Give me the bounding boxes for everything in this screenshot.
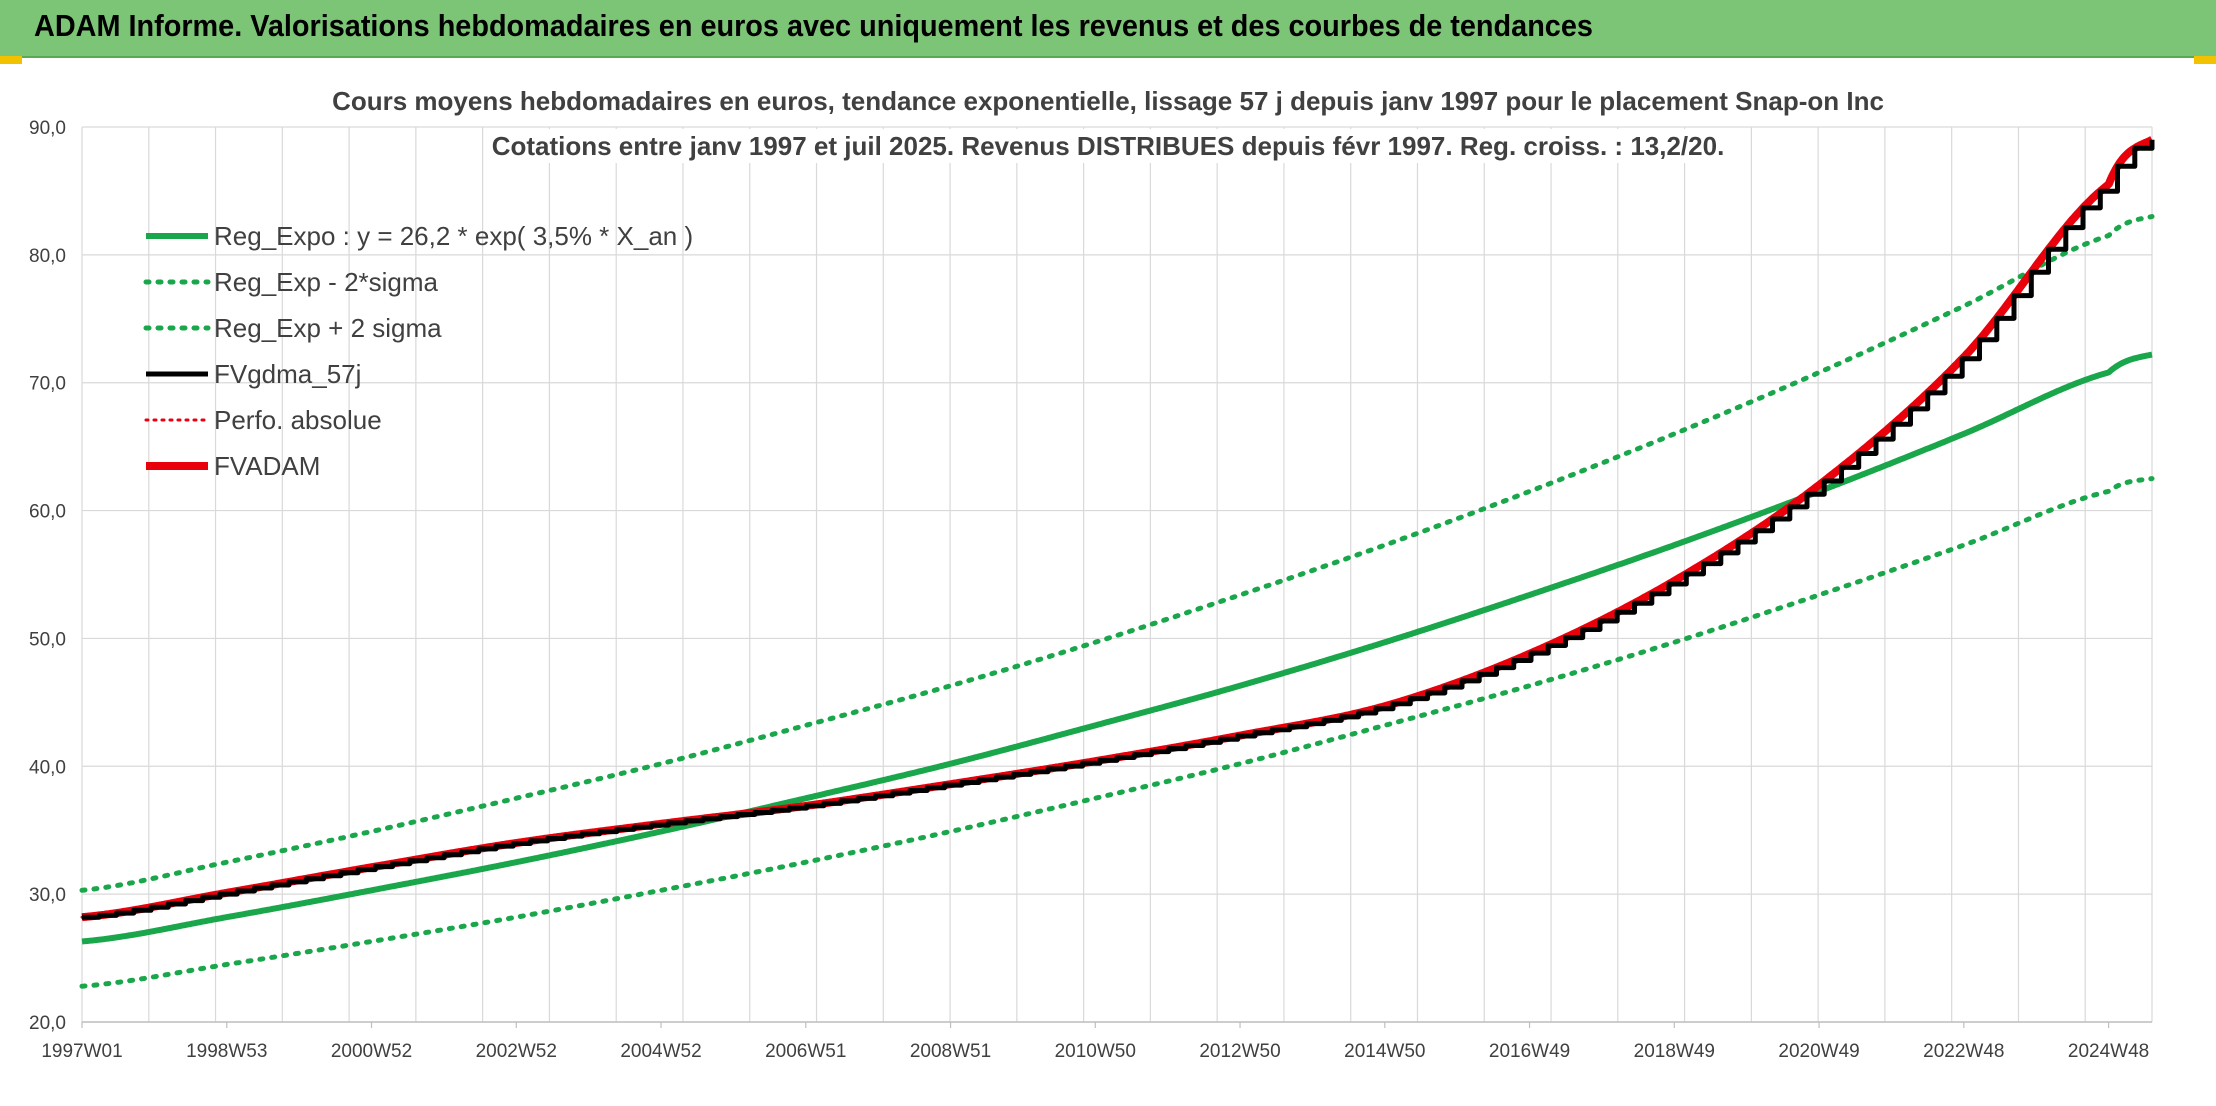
page-title: ADAM Informe. Valorisations hebdomadaire… — [34, 8, 1593, 43]
series-line-5 — [79, 136, 2155, 922]
legend: Reg_Expo : y = 26,2 * exp( 3,5% * X_an )… — [143, 221, 693, 481]
x-tick-label: 2000W52 — [331, 1041, 412, 1062]
x-tick-label: 2012W50 — [1199, 1041, 1280, 1062]
y-tick-label: 60,0 — [29, 502, 66, 523]
y-tick-label: 20,0 — [29, 1013, 66, 1034]
series-layer — [79, 136, 2155, 989]
x-tick-label: 2024W48 — [2068, 1041, 2149, 1062]
legend-entry: Reg_Expo : y = 26,2 * exp( 3,5% * X_an ) — [214, 221, 693, 251]
series-line-1 — [79, 476, 2155, 989]
x-tick-label: 2016W49 — [1489, 1041, 1570, 1062]
x-tick-label: 2014W50 — [1344, 1041, 1425, 1062]
legend-entry: Reg_Exp + 2 sigma — [214, 313, 442, 343]
x-tick-label: 2020W49 — [1778, 1041, 1859, 1062]
legend-entry: FVgdma_57j — [214, 359, 361, 389]
chart-title-line-2: Cotations entre janv 1997 et juil 2025. … — [492, 131, 1725, 161]
series-line-2 — [79, 214, 2155, 893]
x-tick-label: 2008W51 — [910, 1041, 991, 1062]
series-line-0 — [80, 351, 2154, 945]
x-tick-label: 2006W51 — [765, 1041, 846, 1062]
x-tick-label: 1997W01 — [41, 1041, 122, 1062]
x-tick-label: 2002W52 — [476, 1041, 557, 1062]
x-tick-label: 2018W49 — [1634, 1041, 1715, 1062]
axes: 20,0 30,0 40,0 50,0 60,0 70,0 80,0 90,0 1997W01 1… — [29, 118, 2152, 1062]
y-tick-label: 90,0 — [29, 118, 66, 139]
x-tick-label: 2010W50 — [1055, 1041, 1136, 1062]
legend-entry: Perfo. absolue — [214, 405, 382, 435]
y-tick-label: 30,0 — [29, 885, 66, 906]
header-bar: ADAM Informe. Valorisations hebdomadaire… — [0, 0, 2216, 58]
y-tick-label: 50,0 — [29, 629, 66, 650]
x-tick-label: 2022W48 — [1923, 1041, 2004, 1062]
x-tick-label: 2004W52 — [620, 1041, 701, 1062]
y-tick-label: 70,0 — [29, 374, 66, 395]
chart-title-bg — [483, 129, 1733, 163]
chart-title: Cours moyens hebdomadaires en euros, ten… — [324, 84, 1892, 163]
y-tick-label: 80,0 — [29, 246, 66, 267]
chart-area: 20,0 30,0 40,0 50,0 60,0 70,0 80,0 90,0 1997W01 1… — [0, 58, 2216, 1106]
x-tick-label: 1998W53 — [186, 1041, 267, 1062]
corner-marker-right — [2194, 56, 2216, 64]
legend-entry: Reg_Exp - 2*sigma — [214, 267, 439, 297]
corner-marker-left — [0, 56, 22, 64]
line-chart: 20,0 30,0 40,0 50,0 60,0 70,0 80,0 90,0 1997W01 1… — [29, 84, 2155, 1062]
chart-title-bg — [324, 84, 1892, 118]
legend-entry: FVADAM — [214, 451, 320, 481]
chart-title-line-1: Cours moyens hebdomadaires en euros, ten… — [332, 86, 1884, 116]
series-line-4 — [80, 138, 2154, 919]
y-tick-label: 40,0 — [29, 757, 66, 778]
series-line-3 — [82, 139, 2155, 920]
